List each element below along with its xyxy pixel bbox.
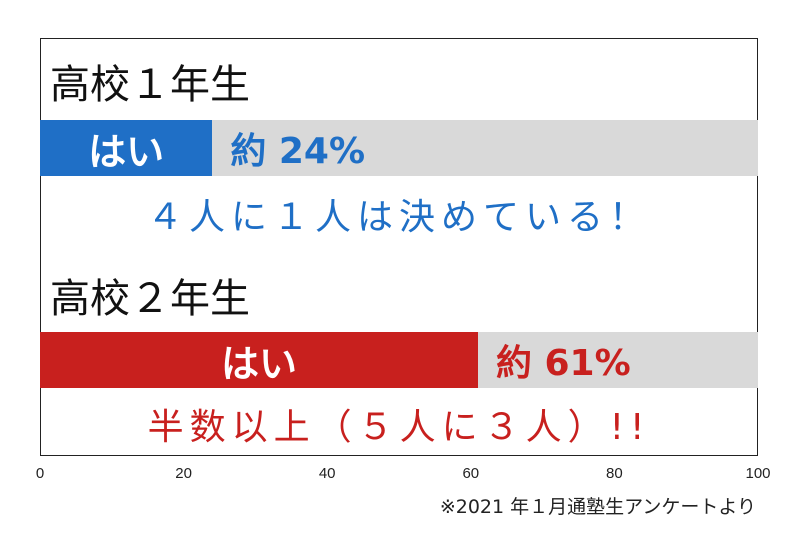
bar-1-label: はい [88,129,165,174]
group-2-note: 半数以上（５人に３人）!! [147,407,651,448]
source-note: ※2021 年１月通塾生アンケートより [439,496,756,518]
group-1-title: 高校１年生 [50,62,250,108]
bar-2-fill [40,332,478,388]
x-tick-label: 20 [175,465,192,482]
x-tick-label: 60 [462,465,480,482]
x-tick-label: 100 [745,465,771,482]
group-2-title: 高校２年生 [50,276,250,322]
bar-1-value-label: 約 24% [230,131,366,172]
bar-2-label: はい [220,341,297,386]
bar-1-fill [40,120,213,176]
bar-track-2: はい 約 61% [40,332,758,388]
x-tick-label: 80 [606,465,623,482]
x-tick-label: 0 [35,465,45,482]
group-1-note: ４人に１人は決めている！ [146,197,651,238]
bar-2-value-label: 約 61% [495,343,631,384]
x-tick-label: 40 [318,465,336,482]
plot-frame [40,38,758,456]
bar-track-1: はい 約 24% [40,120,758,176]
